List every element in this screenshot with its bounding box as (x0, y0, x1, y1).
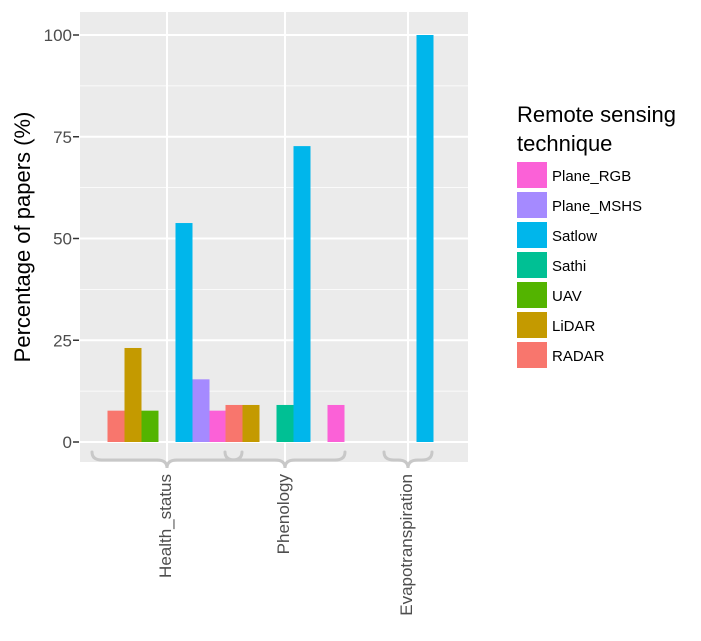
gridlines (80, 12, 468, 462)
legend-title: Remote sensing (517, 102, 676, 127)
y-tick-label: 100 (44, 26, 72, 45)
bar-lidar-phenology (242, 404, 260, 442)
bar-radar-phenology (225, 404, 243, 442)
y-tick-label: 25 (53, 331, 72, 350)
legend-label: Plane_MSHS (552, 198, 642, 215)
y-tick-label: 50 (53, 230, 72, 249)
legend-swatch (517, 312, 547, 338)
legend-label: RADAR (552, 348, 605, 365)
x-category-label: Phenology (274, 474, 293, 555)
legend-swatch (517, 222, 547, 248)
y-axis-title: Percentage of papers (%) (10, 112, 35, 363)
legend-swatch (517, 192, 547, 218)
bar-plane_rgb-phenology (327, 404, 345, 442)
bar-lidar-health_status (124, 347, 142, 442)
category-brace (223, 450, 347, 469)
category-brace (382, 450, 434, 469)
legend-swatch (517, 342, 547, 368)
bar-uav-health_status (141, 410, 159, 442)
y-axis-ticks: 0 25 50 75 100 (44, 26, 79, 452)
legend-label: Sathi (552, 258, 586, 275)
legend-swatch (517, 282, 547, 308)
bar-sathi-phenology (276, 404, 294, 442)
x-axis-category-labels: Health_status Phenology Evapotranspiration (156, 474, 416, 616)
legend-title: technique (517, 131, 612, 156)
legend-label: Plane_RGB (552, 168, 631, 185)
x-category-label: Health_status (156, 474, 175, 578)
legend-label: Satlow (552, 228, 597, 245)
bar-plane_rgb-health_status (209, 410, 227, 442)
bar-satlow-health_status (175, 223, 193, 442)
legend-swatch (517, 252, 547, 278)
x-category-label: Evapotranspiration (397, 474, 416, 616)
y-tick-label: 0 (63, 433, 72, 452)
bar-radar-health_status (107, 410, 125, 442)
bar-satlow-evapotranspiration (416, 35, 434, 442)
bar-satlow-phenology (293, 146, 311, 442)
category-braces (90, 450, 434, 469)
legend-label: LiDAR (552, 318, 596, 335)
y-tick-label: 75 (53, 128, 72, 147)
bar-plane_mshs-health_status (192, 379, 210, 442)
legend-swatch (517, 162, 547, 188)
legend: Remote sensing technique Plane_RGB Plane_MS… (517, 102, 676, 368)
legend-label: UAV (552, 288, 582, 305)
bars (107, 35, 434, 442)
plot-panel (80, 12, 468, 462)
